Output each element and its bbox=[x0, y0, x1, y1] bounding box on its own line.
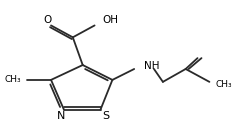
Text: O: O bbox=[43, 15, 51, 25]
Text: N: N bbox=[57, 111, 65, 121]
Text: S: S bbox=[102, 111, 109, 121]
Text: OH: OH bbox=[103, 15, 119, 25]
Text: NH: NH bbox=[144, 61, 159, 71]
Text: CH₃: CH₃ bbox=[5, 75, 21, 84]
Text: CH₃: CH₃ bbox=[215, 80, 232, 89]
